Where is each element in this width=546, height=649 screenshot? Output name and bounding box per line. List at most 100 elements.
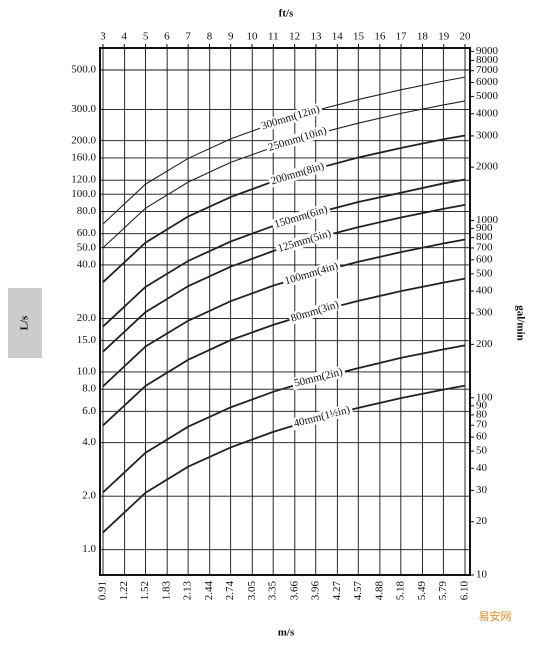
y-tick-label: 40.0 bbox=[77, 258, 97, 270]
x2-tick-label: 19 bbox=[438, 31, 450, 43]
curve-label: 125mm(5in) bbox=[276, 227, 332, 255]
x-tick-label: 5.49 bbox=[416, 581, 428, 601]
y-tick-label: 60.0 bbox=[77, 227, 97, 239]
y2-tick-label: 30 bbox=[476, 484, 488, 496]
y2-tick-label: 1000 bbox=[476, 214, 499, 226]
y2-tick-label: 5000 bbox=[476, 90, 499, 102]
y2-tick-label: 700 bbox=[476, 241, 493, 253]
y-tick-label: 300.0 bbox=[71, 103, 96, 115]
curve-label-bg bbox=[290, 403, 354, 431]
x-tick-label: 3.96 bbox=[309, 581, 321, 601]
x-tick-label: 6.10 bbox=[459, 581, 471, 601]
x-tick-label: 1.83 bbox=[161, 581, 173, 601]
y-label-box bbox=[8, 288, 42, 358]
x-tick-label: 4.27 bbox=[331, 581, 343, 601]
x-tick-label: 3.05 bbox=[246, 581, 258, 601]
y2-tick-label: 600 bbox=[476, 253, 493, 265]
x2-tick-label: 15 bbox=[353, 31, 365, 43]
x2-tick-label: 8 bbox=[207, 31, 213, 43]
curve-label: 250mm(10in) bbox=[267, 124, 329, 153]
x2-tick-label: 6 bbox=[164, 31, 170, 43]
curve-label-group: 125mm(5in) bbox=[274, 226, 335, 256]
flow-curve bbox=[102, 277, 466, 427]
y-tick-label: 4.0 bbox=[82, 436, 96, 448]
y2-tick-label: 400 bbox=[476, 285, 493, 297]
y-tick-label: 2.0 bbox=[82, 490, 96, 502]
y2-tick-label: 8000 bbox=[476, 54, 499, 66]
curve-label: 100mm(4in) bbox=[283, 260, 339, 287]
y-tick-label: 6.0 bbox=[82, 405, 96, 417]
curve-label-bg bbox=[270, 202, 332, 232]
flow-curve bbox=[102, 344, 466, 494]
curve-label-group: 40mm(1½in) bbox=[290, 403, 354, 431]
flow-curve bbox=[102, 238, 466, 387]
x2-tick-label: 9 bbox=[228, 31, 234, 43]
x2-tick-label: 17 bbox=[396, 31, 408, 43]
x-tick-label: 1.22 bbox=[118, 581, 130, 600]
y2-tick-label: 200 bbox=[476, 338, 493, 350]
x2-tick-label: 5 bbox=[143, 31, 149, 43]
x-tick-label: 4.88 bbox=[373, 581, 385, 601]
y2-axis-label: gal/min bbox=[514, 305, 526, 340]
y-tick-label: 50.0 bbox=[77, 241, 97, 253]
x-tick-label: 2.74 bbox=[224, 581, 236, 601]
y2-tick-label: 9000 bbox=[476, 45, 499, 57]
curve-label-bg bbox=[274, 226, 335, 256]
y2-tick-label: 50 bbox=[476, 445, 488, 457]
y-tick-label: 1.0 bbox=[82, 543, 96, 555]
y-tick-label: 160.0 bbox=[71, 151, 96, 163]
y2-tick-label: 900 bbox=[476, 222, 493, 234]
curve-label-group: 100mm(4in) bbox=[281, 259, 342, 288]
plot-frame bbox=[99, 47, 471, 576]
y-tick-label: 100.0 bbox=[71, 188, 96, 200]
x2-axis-label: ft/s bbox=[279, 8, 294, 20]
curve-label-group: 200mm(8in) bbox=[267, 159, 328, 188]
x2-tick-label: 7 bbox=[185, 31, 191, 43]
y2-tick-label: 500 bbox=[476, 267, 493, 279]
curve-label: 80mm(3in) bbox=[289, 298, 340, 324]
y-tick-label: 20.0 bbox=[77, 312, 97, 324]
x2-tick-label: 4 bbox=[122, 31, 128, 43]
y-tick-label: 200.0 bbox=[71, 134, 96, 146]
x2-tick-label: 18 bbox=[417, 31, 429, 43]
x-tick-label: 2.44 bbox=[203, 581, 215, 601]
x-tick-label: 5.79 bbox=[437, 581, 449, 601]
y2-tick-label: 20 bbox=[476, 515, 488, 527]
flow-curve bbox=[102, 76, 466, 225]
watermark: 易安网 bbox=[479, 609, 512, 623]
y2-tick-label: 70 bbox=[476, 419, 488, 431]
y2-tick-label: 80 bbox=[476, 408, 488, 420]
y2-tick-label: 40 bbox=[476, 462, 488, 474]
curve-label-bg bbox=[291, 365, 347, 391]
curve-label: 200mm(8in) bbox=[269, 160, 325, 187]
y2-tick-label: 3000 bbox=[476, 129, 499, 141]
x-tick-label: 3.66 bbox=[288, 581, 300, 601]
curve-label-bg bbox=[267, 159, 328, 188]
y2-tick-label: 90 bbox=[476, 399, 488, 411]
y-tick-label: 80.0 bbox=[77, 205, 97, 217]
curve-label: 50mm(2in) bbox=[293, 366, 344, 390]
y2-tick-label: 100 bbox=[476, 391, 493, 403]
y2-tick-label: 10 bbox=[476, 569, 488, 581]
x2-tick-label: 14 bbox=[332, 31, 344, 43]
x2-tick-label: 12 bbox=[289, 31, 300, 43]
curve-label-group: 150mm(6in) bbox=[270, 202, 332, 232]
curve-label-bg bbox=[257, 102, 324, 133]
y2-tick-label: 6000 bbox=[476, 76, 499, 88]
curve-label-bg bbox=[281, 259, 342, 288]
x2-tick-label: 11 bbox=[268, 31, 279, 43]
x-axis-label: m/s bbox=[278, 627, 295, 639]
y-axis-label: L/s bbox=[19, 315, 31, 330]
curve-label-group: 50mm(2in) bbox=[291, 365, 347, 391]
curve-label: 40mm(1½in) bbox=[292, 404, 351, 430]
x2-tick-label: 3 bbox=[100, 31, 106, 43]
x-tick-label: 2.13 bbox=[182, 581, 194, 601]
y-tick-label: 500.0 bbox=[71, 64, 96, 76]
y2-tick-label: 2000 bbox=[476, 161, 499, 173]
y2-tick-label: 7000 bbox=[476, 64, 499, 76]
y-tick-label: 8.0 bbox=[82, 383, 96, 395]
y2-tick-label: 4000 bbox=[476, 107, 499, 119]
y2-tick-label: 300 bbox=[476, 307, 493, 319]
y-tick-label: 15.0 bbox=[77, 334, 97, 346]
x2-tick-label: 20 bbox=[460, 31, 472, 43]
